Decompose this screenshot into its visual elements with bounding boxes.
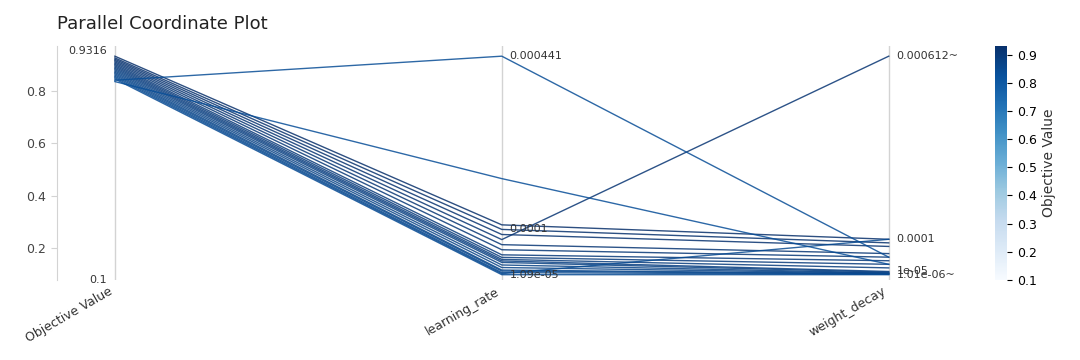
Text: 0.000612~: 0.000612~ <box>896 51 958 61</box>
Text: 0.0001: 0.0001 <box>896 234 935 244</box>
Text: Parallel Coordinate Plot: Parallel Coordinate Plot <box>57 15 268 33</box>
Text: 0.1: 0.1 <box>90 275 107 285</box>
Text: 1.09e-05: 1.09e-05 <box>510 270 559 280</box>
Text: 1.01e-06~: 1.01e-06~ <box>896 270 955 280</box>
Text: 0.000441: 0.000441 <box>510 51 563 61</box>
Y-axis label: Objective Value: Objective Value <box>1042 109 1056 217</box>
Text: 1e-05: 1e-05 <box>896 266 929 276</box>
Text: 0.0001: 0.0001 <box>510 224 549 234</box>
Text: 0.9316: 0.9316 <box>68 46 107 56</box>
